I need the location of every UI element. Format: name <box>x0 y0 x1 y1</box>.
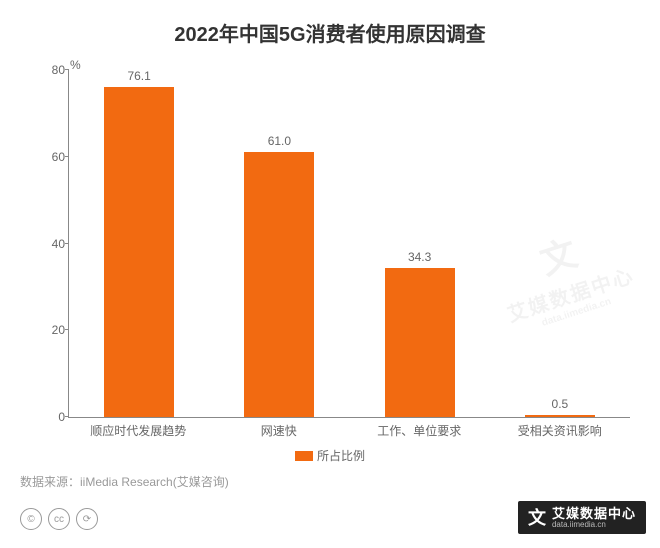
brand-logo-icon: 文 <box>528 509 546 529</box>
bar: 0.5 <box>525 415 595 417</box>
chart-title: 2022年中国5G消费者使用原因调查 <box>0 0 660 47</box>
legend-swatch <box>295 451 313 461</box>
x-axis-ticks: 顺应时代发展趋势 网速快 工作、单位要求 受相关资讯影响 <box>68 418 630 438</box>
x-tick-label: 受相关资讯影响 <box>518 422 602 439</box>
copyright-icon: © <box>20 508 42 530</box>
bar-value-label: 76.1 <box>104 69 174 83</box>
x-tick-label: 顺应时代发展趋势 <box>90 422 186 439</box>
data-source: 数据来源：iiMedia Research(艾媒咨询) <box>20 473 229 490</box>
bar: 34.3 <box>385 268 455 417</box>
y-tick-label: 80 <box>41 63 65 77</box>
x-tick-label: 网速快 <box>261 422 297 439</box>
bar-value-label: 34.3 <box>385 250 455 264</box>
footer-icons: © cc ⟳ <box>20 508 98 530</box>
bar-value-label: 0.5 <box>525 397 595 411</box>
x-tick-label: 工作、单位要求 <box>377 422 461 439</box>
bar-value-label: 61.0 <box>244 134 314 148</box>
bar: 61.0 <box>244 152 314 417</box>
y-tick-label: 20 <box>41 323 65 337</box>
y-tick-label: 40 <box>41 237 65 251</box>
y-tick-mark <box>65 243 69 244</box>
legend-label: 所占比例 <box>317 449 365 463</box>
legend: 所占比例 <box>0 447 660 464</box>
bar: 76.1 <box>104 87 174 417</box>
brand-name-en: data.iimedia.cn <box>552 521 636 530</box>
chart-area: % 02040608076.161.034.30.5 顺应时代发展趋势网速快工作… <box>40 60 630 438</box>
y-tick-mark <box>65 416 69 417</box>
plot-area: 02040608076.161.034.30.5 <box>68 70 630 418</box>
y-tick-mark <box>65 156 69 157</box>
y-tick-label: 60 <box>41 150 65 164</box>
y-tick-mark <box>65 69 69 70</box>
brand-name-cn: 艾媒数据中心 <box>552 507 636 521</box>
y-tick-label: 0 <box>41 410 65 424</box>
brand-badge: 文 艾媒数据中心 data.iimedia.cn <box>518 501 646 534</box>
y-tick-mark <box>65 329 69 330</box>
cc-icon: cc <box>48 508 70 530</box>
reuse-icon: ⟳ <box>76 508 98 530</box>
